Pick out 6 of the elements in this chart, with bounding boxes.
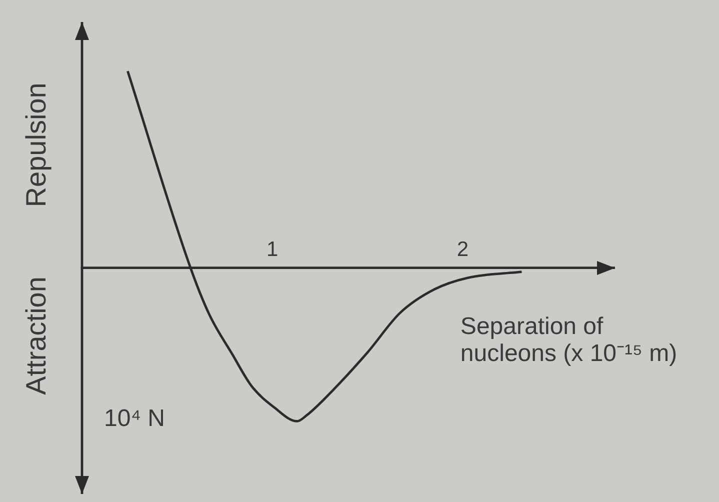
x-tick-label: 1 xyxy=(266,238,278,261)
text: Repulsion xyxy=(20,82,52,208)
text: Attraction xyxy=(20,276,52,395)
x-tick-label: 2 xyxy=(456,238,469,261)
x-axis-title: Separation of nucleons (x 10⁻¹⁵ m) xyxy=(460,312,678,367)
y-axis-title: 10⁴ N xyxy=(104,405,166,432)
